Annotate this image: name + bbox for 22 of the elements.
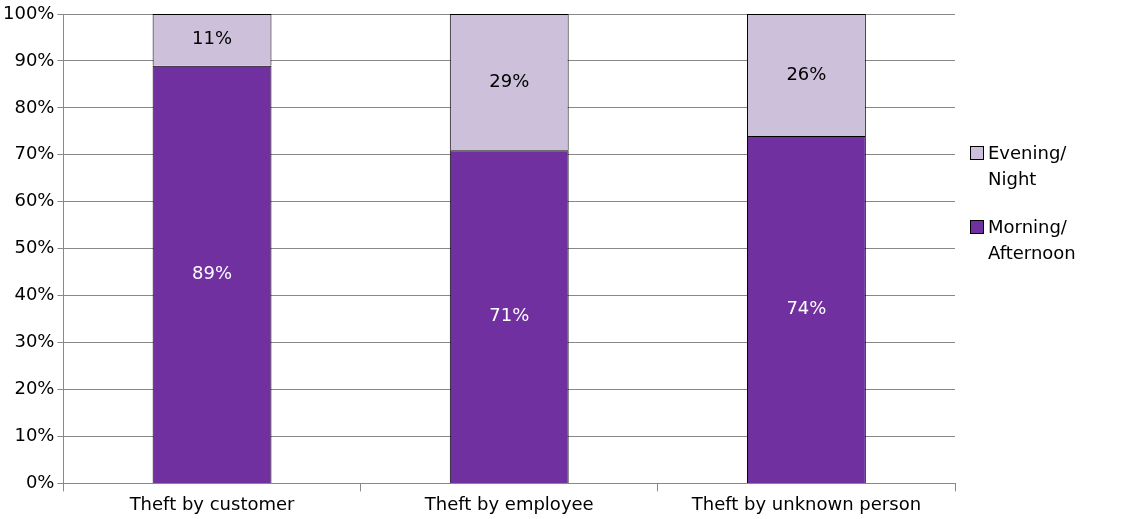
y-tick-label: 60% [14, 189, 55, 211]
y-tick-label: 50% [14, 236, 55, 258]
data-label: 29% [489, 69, 530, 91]
y-tick-label: 80% [14, 95, 55, 117]
data-label: 11% [192, 27, 233, 49]
y-tick-label: 20% [14, 377, 55, 399]
y-tick-label: 90% [14, 48, 55, 70]
y-tick-label: 0% [25, 471, 55, 493]
y-tick-label: 10% [14, 424, 55, 446]
y-tick-label: 100% [2, 1, 55, 23]
x-tick-label: Theft by customer [128, 492, 296, 514]
legend-label: Evening/ Night [988, 141, 1068, 191]
data-label: 71% [489, 304, 530, 326]
y-tick-label: 30% [14, 330, 55, 352]
y-tick-label: 40% [14, 283, 55, 305]
data-label: 89% [192, 261, 233, 283]
legend-label: Morning/ Afternoon [988, 215, 1077, 265]
x-tick-label: Theft by employee [423, 492, 594, 514]
y-tick-label: 70% [14, 142, 55, 164]
x-tick-label: Theft by unknown person [690, 492, 922, 514]
data-label: 26% [786, 62, 827, 84]
data-label: 74% [786, 297, 827, 319]
